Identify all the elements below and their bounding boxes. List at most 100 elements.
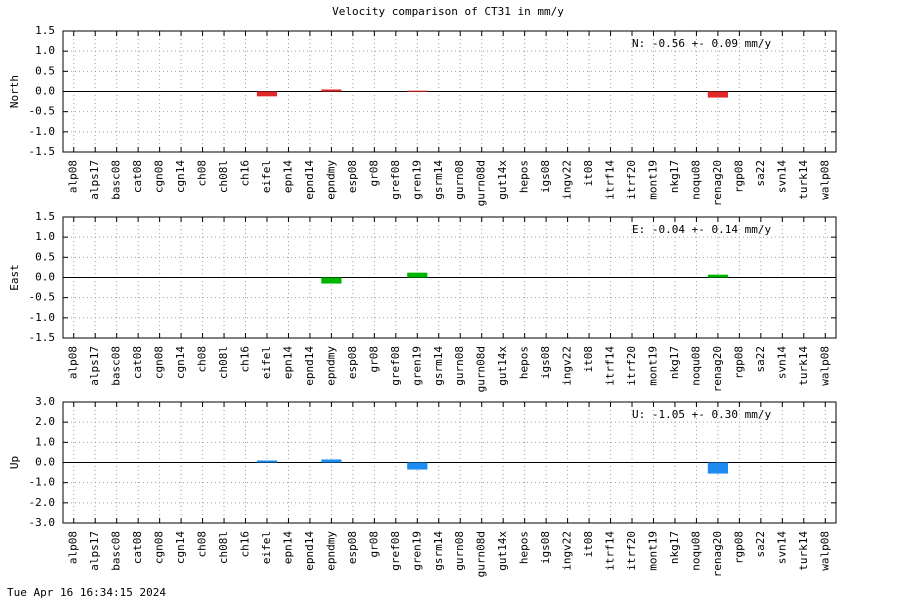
x-tick-label: renag20: [711, 346, 724, 392]
x-tick-label: svn14: [775, 346, 788, 379]
x-tick-label: noqu08: [689, 346, 702, 386]
x-tick-label: svn14: [775, 160, 788, 193]
x-tick-label: hepos: [518, 160, 531, 193]
x-tick-label: gren19: [410, 531, 423, 571]
x-tick-label: sa22: [754, 531, 767, 558]
bar: [321, 89, 342, 92]
bar: [707, 274, 728, 278]
x-tick-label: alps17: [88, 160, 101, 200]
bar: [407, 272, 428, 278]
x-tick-label: rgp08: [732, 160, 745, 193]
x-tick-label: itrf14: [604, 160, 617, 200]
x-tick-label: turk14: [797, 346, 810, 386]
x-tick-label: it08: [582, 346, 595, 373]
x-tick-label: ch08l: [217, 160, 230, 193]
x-tick-label: renag20: [711, 160, 724, 206]
x-tick-label: ch16: [239, 531, 252, 558]
x-tick-label: hepos: [518, 531, 531, 564]
plot-frame: [62, 30, 837, 153]
x-tick-label: cgn14: [174, 531, 187, 564]
x-tick-label: turk14: [797, 160, 810, 200]
plot-frame: [62, 401, 837, 524]
x-tick-label: walp08: [818, 531, 831, 571]
x-tick-label: nkg17: [668, 346, 681, 379]
x-tick-label: epndmy: [324, 531, 337, 571]
x-tick-label: gr08: [367, 160, 380, 187]
x-tick-label: nkg17: [668, 160, 681, 193]
x-tick-label: hepos: [518, 346, 531, 379]
y-tick-label: 1.0: [35, 230, 55, 243]
x-tick-label: mont19: [646, 531, 659, 571]
x-tick-label: epndmy: [324, 160, 337, 200]
bar: [707, 462, 728, 474]
x-tick-label: walp08: [818, 346, 831, 386]
y-tick-label: 0.0: [35, 85, 55, 98]
x-tick-label: rgp08: [732, 346, 745, 379]
x-tick-label: eifel: [260, 160, 273, 193]
x-tick-label: gr08: [367, 531, 380, 558]
x-tick-label: gref08: [389, 160, 402, 200]
x-tick-label: cgn08: [153, 160, 166, 193]
x-tick-label: svn14: [775, 531, 788, 564]
x-tick-label: alps17: [88, 346, 101, 386]
x-tick-label: itrf14: [604, 531, 617, 571]
x-tick-label: basc08: [110, 346, 123, 386]
annotation: N: -0.56 +- 0.09 mm/y: [632, 37, 771, 50]
x-tick-label: itrf20: [625, 531, 638, 571]
y-axis-label: East: [8, 264, 21, 291]
y-tick-label: 0.5: [35, 64, 55, 77]
y-axis-label: Up: [8, 456, 21, 469]
x-tick-label: sa22: [754, 346, 767, 373]
chart-title: Velocity comparison of CT31 in mm/y: [332, 5, 564, 18]
x-tick-label: ch08l: [217, 531, 230, 564]
x-tick-label: it08: [582, 160, 595, 187]
x-tick-label: gref08: [389, 531, 402, 571]
y-tick-label: 0.0: [35, 456, 55, 469]
x-tick-label: ingv22: [561, 346, 574, 386]
x-tick-label: cgn14: [174, 160, 187, 193]
x-tick-label: gut14x: [496, 346, 509, 386]
x-tick-label: epndmy: [324, 346, 337, 386]
x-tick-label: gref08: [389, 346, 402, 386]
annotation: E: -0.04 +- 0.14 mm/y: [632, 223, 771, 236]
footer-timestamp: Tue Apr 16 16:34:15 2024: [7, 586, 166, 599]
x-tick-label: epnd14: [303, 346, 316, 386]
x-tick-label: cgn08: [153, 346, 166, 379]
x-tick-label: gren19: [410, 346, 423, 386]
x-tick-label: gut14x: [496, 531, 509, 571]
bar: [707, 91, 728, 98]
x-tick-label: gr08: [367, 346, 380, 373]
x-tick-label: cat08: [131, 531, 144, 564]
x-tick-label: ch08l: [217, 346, 230, 379]
x-tick-label: gurn08d: [475, 160, 488, 206]
x-tick-label: ingv22: [561, 531, 574, 571]
x-tick-label: it08: [582, 531, 595, 558]
x-tick-label: alp08: [67, 346, 80, 379]
x-tick-label: gren19: [410, 160, 423, 200]
x-tick-label: esp08: [346, 346, 359, 379]
x-tick-label: ch16: [239, 346, 252, 373]
y-tick-label: -3.0: [29, 516, 56, 529]
x-tick-label: walp08: [818, 160, 831, 200]
x-tick-label: basc08: [110, 160, 123, 200]
x-tick-label: cgn14: [174, 346, 187, 379]
y-tick-label: 3.0: [35, 395, 55, 408]
x-tick-label: gsrm14: [432, 346, 445, 386]
y-tick-label: -0.5: [29, 291, 56, 304]
x-tick-label: alp08: [67, 531, 80, 564]
x-tick-label: mont19: [646, 160, 659, 200]
x-tick-label: sa22: [754, 160, 767, 187]
x-tick-label: cat08: [131, 160, 144, 193]
y-tick-label: 0.5: [35, 250, 55, 263]
y-tick-label: -2.0: [29, 496, 56, 509]
x-tick-label: mont19: [646, 346, 659, 386]
x-tick-label: epn14: [281, 531, 294, 564]
x-tick-label: ch08: [196, 346, 209, 373]
x-tick-label: gurn08: [453, 531, 466, 571]
x-tick-label: cgn08: [153, 531, 166, 564]
x-tick-label: epnd14: [303, 160, 316, 200]
y-axis-label: North: [8, 75, 21, 108]
x-tick-label: ingv22: [561, 160, 574, 200]
x-tick-label: esp08: [346, 160, 359, 193]
x-tick-label: itrf20: [625, 346, 638, 386]
